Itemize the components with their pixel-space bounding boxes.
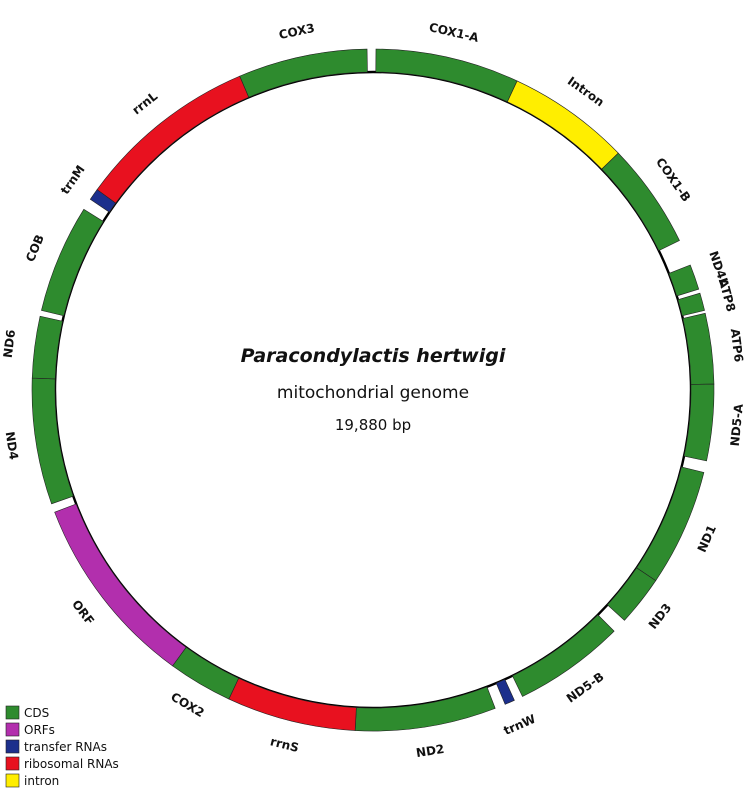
feature-label-rrns: rrnS (269, 734, 301, 755)
feature-label-cox2: COX2 (168, 690, 206, 720)
feature-label-intron: Intron (565, 74, 607, 109)
legend-swatch (5, 722, 20, 737)
feature-label-nd3: ND3 (646, 601, 675, 632)
legend-label: intron (24, 774, 59, 788)
feature-label-atp8: ATP8 (716, 277, 738, 313)
feature-segment-cob (41, 208, 104, 317)
feature-segment-rrnl (96, 75, 250, 204)
feature-segment-nd5-a (683, 383, 715, 462)
feature-label-atp6: ATP6 (728, 328, 746, 363)
feature-label-trnm: trnM (58, 163, 88, 197)
legend-swatch (5, 739, 20, 754)
feature-label-nd5-a: ND5-A (728, 402, 746, 446)
genome-title: Paracondylactis hertwigi (241, 345, 506, 367)
legend-swatch (5, 773, 20, 788)
feature-segment-nd6 (31, 315, 63, 380)
legend-label: transfer RNAs (24, 740, 107, 754)
feature-segment-trnw (495, 678, 515, 705)
legend-swatch (5, 756, 20, 771)
feature-label-nd1: ND1 (695, 523, 719, 555)
feature-segment-orf (54, 503, 187, 667)
feature-segment-atp8 (677, 292, 705, 317)
feature-label-nd4: ND4 (3, 431, 21, 461)
feature-label-cob: COB (23, 233, 47, 264)
feature-label-orf: ORF (69, 597, 97, 627)
feature-label-cox3: COX3 (278, 21, 316, 42)
feature-segment-nd4 (31, 377, 74, 505)
feature-segment-nd2 (354, 686, 496, 732)
legend-swatch (5, 705, 20, 720)
feature-segments (31, 48, 715, 732)
feature-label-nd5-b: ND5-B (564, 670, 607, 706)
feature-segment-cox3 (239, 48, 368, 98)
feature-label-nd6: ND6 (1, 329, 18, 359)
feature-segment-nd5-b (512, 614, 615, 697)
genome-subtitle: mitochondrial genome (277, 383, 469, 403)
legend-label: ORFs (24, 723, 55, 737)
legend-label: ribosomal RNAs (24, 757, 119, 771)
feature-label-cox1-a: COX1-A (428, 20, 481, 45)
feature-label-rrnl: rrnL (130, 89, 161, 118)
feature-label-nd2: ND2 (415, 742, 445, 760)
feature-segment-rrns (228, 677, 357, 731)
legend-label: CDS (24, 706, 49, 720)
feature-segment-nd1 (636, 466, 705, 582)
feature-label-trnw: trnW (501, 712, 537, 738)
feature-segment-nd3 (607, 567, 657, 621)
feature-segment-nd4l (668, 264, 700, 297)
genome-length: 19,880 bp (335, 416, 411, 434)
feature-label-cox1-b: COX1-B (653, 155, 693, 204)
legend: CDS ORFs transfer RNAs ribosomal RNAs intron (5, 705, 119, 788)
feature-segment-cox1-a (375, 48, 518, 103)
feature-segment-cox2 (172, 646, 240, 700)
feature-segment-cox1-b (601, 152, 680, 251)
